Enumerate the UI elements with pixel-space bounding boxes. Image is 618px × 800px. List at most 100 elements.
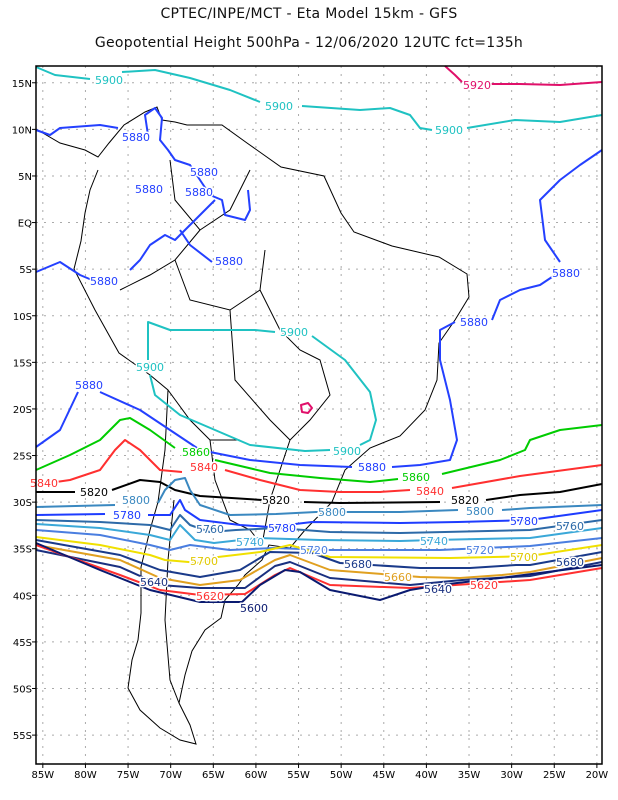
- contour-label: 5880: [122, 131, 150, 144]
- contour-label: 5820: [451, 494, 479, 507]
- contour-label: 5860: [182, 446, 210, 459]
- contour-label: 5600: [240, 602, 268, 615]
- contour-label: 5840: [416, 485, 444, 498]
- lat-tick-label: EQ: [18, 219, 32, 230]
- contour-label: 5760: [556, 520, 584, 533]
- contour-label: 5740: [236, 536, 264, 549]
- lon-tick-label: 30W: [500, 770, 523, 781]
- coastline: [35, 106, 470, 745]
- contour-label: 5640: [140, 576, 168, 589]
- contour-5640: [35, 549, 603, 589]
- contour-label: 5620: [196, 590, 224, 603]
- contour-5900-loop: [147, 321, 377, 452]
- contour-5880-west: [35, 261, 93, 281]
- contour-label: 5780: [268, 522, 296, 535]
- lat-tick-label: 25S: [13, 452, 32, 463]
- lon-tick-label: 70W: [159, 770, 182, 781]
- contour-label: 5860: [402, 471, 430, 484]
- contour-label: 5880: [135, 183, 163, 196]
- contour-label: 5740: [420, 535, 448, 548]
- contour-label: 5680: [344, 558, 372, 571]
- contour-5920: [444, 65, 603, 86]
- contour-label: 5840: [190, 461, 218, 474]
- chart-subtitle: Geopotential Height 500hPa - 12/06/2020 …: [94, 35, 524, 51]
- lon-tick-label: 35W: [458, 770, 481, 781]
- contour-label: 5760: [196, 523, 224, 536]
- contour-label: 5880: [90, 275, 118, 288]
- contour-label: 5880: [215, 255, 243, 268]
- lat-tick-label: 15N: [12, 79, 32, 90]
- lon-tick-label: 45W: [372, 770, 395, 781]
- contour-label: 5900: [435, 124, 463, 137]
- lat-tick-label: 35S: [13, 545, 32, 556]
- contour-label: 5640: [424, 583, 452, 596]
- map-frame: [35, 65, 603, 765]
- contour-5880-south: [35, 149, 603, 468]
- contour-label: 5700: [190, 555, 218, 568]
- chart-title: CPTEC/INPE/MCT - Eta Model 15km - GFS: [160, 6, 458, 22]
- contour-label: 5820: [80, 486, 108, 499]
- graticule: [36, 66, 602, 764]
- contour-label: 5880: [190, 166, 218, 179]
- contour-label: 5820: [262, 494, 290, 507]
- contour-label: 5920: [463, 79, 491, 92]
- lat-tick-label: 10S: [13, 312, 32, 323]
- contour-5920-closed: [300, 402, 313, 414]
- contour-5720: [35, 529, 603, 551]
- contour-5840: [55, 439, 603, 493]
- contour-5820: [36, 479, 603, 504]
- contour-label: 5880: [75, 379, 103, 392]
- contour-labels: 5920 5900 5900 5900 5900 5900 5900 5880 …: [29, 73, 586, 617]
- lat-tick-label: 20S: [13, 405, 32, 416]
- contour-5740: [35, 523, 603, 544]
- contour-label: 5800: [318, 506, 346, 519]
- contour-label: 5880: [552, 267, 580, 280]
- contour-5680: [35, 539, 603, 578]
- contour-5800: [35, 477, 603, 516]
- contour-label: 5900: [136, 361, 164, 374]
- lat-tick-label: 5N: [18, 172, 32, 183]
- contour-label: 5680: [556, 556, 584, 569]
- contour-label: 5900: [333, 445, 361, 458]
- contour-label: 5800: [122, 494, 150, 507]
- contour-5860: [35, 417, 603, 483]
- lat-tick-label: 15S: [13, 358, 32, 369]
- lat-tick-label: 10N: [12, 125, 32, 136]
- lat-tick-label: 40S: [13, 591, 32, 602]
- contour-label: 5880: [358, 461, 386, 474]
- lat-tick-label: 50S: [13, 685, 32, 696]
- contour-label: 5620: [470, 579, 498, 592]
- contour-label: 5900: [95, 74, 123, 87]
- contour-label: 5700: [510, 551, 538, 564]
- country-borders: [119, 159, 331, 704]
- contour-label: 5720: [300, 544, 328, 557]
- lon-tick-label: 65W: [202, 770, 225, 781]
- contour-label: 5880: [460, 316, 488, 329]
- contour-label: 5900: [280, 326, 308, 339]
- lon-tick-label: 40W: [415, 770, 438, 781]
- contour-5780: [35, 499, 603, 528]
- lat-tick-label: 30S: [13, 498, 32, 509]
- contour-label: 5720: [466, 544, 494, 557]
- contour-label: 5900: [265, 100, 293, 113]
- lon-tick-label: 75W: [117, 770, 140, 781]
- lon-tick-label: 80W: [74, 770, 97, 781]
- contour-label: 5840: [30, 477, 58, 490]
- south-america-coastline: [35, 106, 470, 745]
- contour-label: 5660: [384, 571, 412, 584]
- contour-5660: [35, 544, 603, 586]
- contour-label: 5880: [185, 186, 213, 199]
- axis-ticks: 15N 10N 5N EQ 5S 10S 15S 20S 25S 30S 35S 40S 45S 50S 5…: [12, 79, 609, 781]
- lat-tick-label: 55S: [13, 731, 32, 742]
- contour-label: 5800: [466, 505, 494, 518]
- lon-tick-label: 25W: [543, 770, 566, 781]
- contour-5700: [35, 536, 603, 564]
- contour-5760: [35, 514, 603, 534]
- contour-5600: [35, 542, 603, 603]
- lon-tick-label: 20W: [586, 770, 609, 781]
- lat-tick-label: 5S: [19, 265, 32, 276]
- contour-5880-north: [35, 107, 251, 271]
- contour-5900-north: [35, 66, 603, 131]
- lon-tick-label: 55W: [287, 770, 310, 781]
